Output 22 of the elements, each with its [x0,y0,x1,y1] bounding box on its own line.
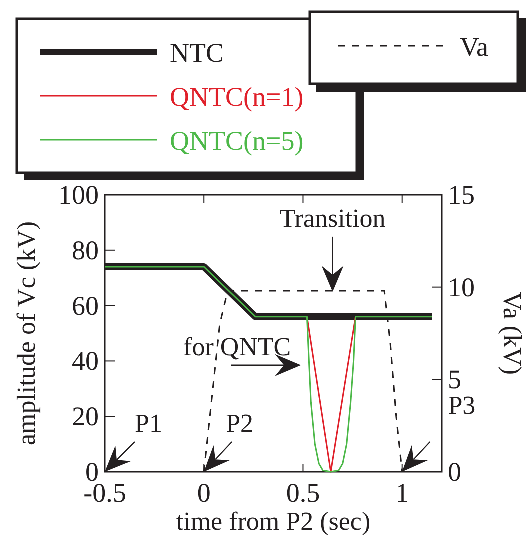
legend-label: Va [460,32,489,62]
x-tick-label: 1 [396,478,410,508]
legend-label: QNTC(n=5) [170,126,304,156]
y2-axis-title: Va (kV) [498,292,527,376]
y2-tick-label: 15 [448,180,475,210]
annotation: P2 [226,409,254,438]
x-tick-label: 0.5 [286,478,320,508]
annotation: for QNTC [184,332,292,362]
y2-tick-label: 0 [448,457,462,487]
y2-tick-label: 10 [448,272,475,302]
x-axis-title: time from P2 (sec) [176,507,371,536]
annotation: Transition [280,204,386,233]
y-tick-label: 100 [58,180,99,210]
y-tick-label: 60 [72,290,99,321]
legend-label: NTC [170,38,224,68]
x-tick-label: 0 [197,478,211,508]
y-tick-label: 80 [72,235,99,266]
y-tick-label: 20 [72,402,99,432]
y-axis-title: amplitude of Vc (kV) [12,221,41,446]
legend-label: QNTC(n=1) [170,82,304,112]
annotation: P1 [135,409,162,438]
y-tick-label: 40 [72,346,99,376]
